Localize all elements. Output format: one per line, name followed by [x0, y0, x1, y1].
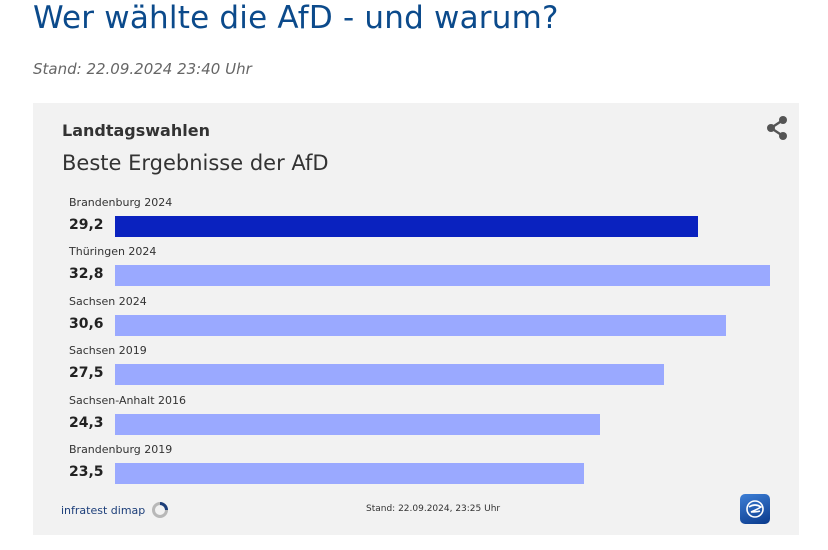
share-icon[interactable] [764, 115, 790, 141]
infratest-ring-icon [152, 502, 169, 518]
value-label: 32,8 [69, 266, 104, 283]
page-timestamp: Stand: 22.09.2024 23:40 Uhr [33, 60, 252, 78]
bar-chart: Brandenburg 2024 29,2 Thüringen 2024 32,8 Sa… [33, 103, 799, 535]
category-label: Sachsen-Anhalt 2016 [69, 393, 187, 407]
tagesschau-logo-icon[interactable] [740, 494, 770, 524]
bar [115, 413, 601, 435]
category-label: Thüringen 2024 [69, 245, 157, 259]
chart-timestamp: Stand: 22.09.2024, 23:25 Uhr [366, 504, 501, 514]
source-label: infratest dimap [61, 503, 146, 517]
value-label: 27,5 [69, 365, 104, 382]
chart-kicker: Landtagswahlen [62, 121, 210, 140]
category-label: Sachsen 2019 [69, 344, 147, 358]
bar [115, 265, 770, 287]
value-label: 24,3 [69, 414, 104, 431]
value-label: 29,2 [69, 217, 104, 233]
bar [115, 216, 699, 237]
category-label: Brandenburg 2019 [69, 443, 173, 456]
globe-icon [746, 500, 764, 518]
bar [115, 314, 727, 336]
page-title: Wer wählte die AfD - und warum? [33, 0, 559, 36]
bar [115, 364, 665, 386]
source-logo: infratest dimap [61, 501, 169, 519]
value-label: 30,6 [69, 315, 104, 332]
chart-title: Beste Ergebnisse der AfD [62, 151, 329, 175]
category-label: Brandenburg 2024 [69, 196, 173, 209]
value-label: 23,5 [69, 464, 104, 480]
category-label: Sachsen 2024 [69, 294, 147, 308]
chart-card: Landtagswahlen Beste Ergebnisse der AfD … [33, 103, 799, 535]
bar [115, 463, 585, 484]
